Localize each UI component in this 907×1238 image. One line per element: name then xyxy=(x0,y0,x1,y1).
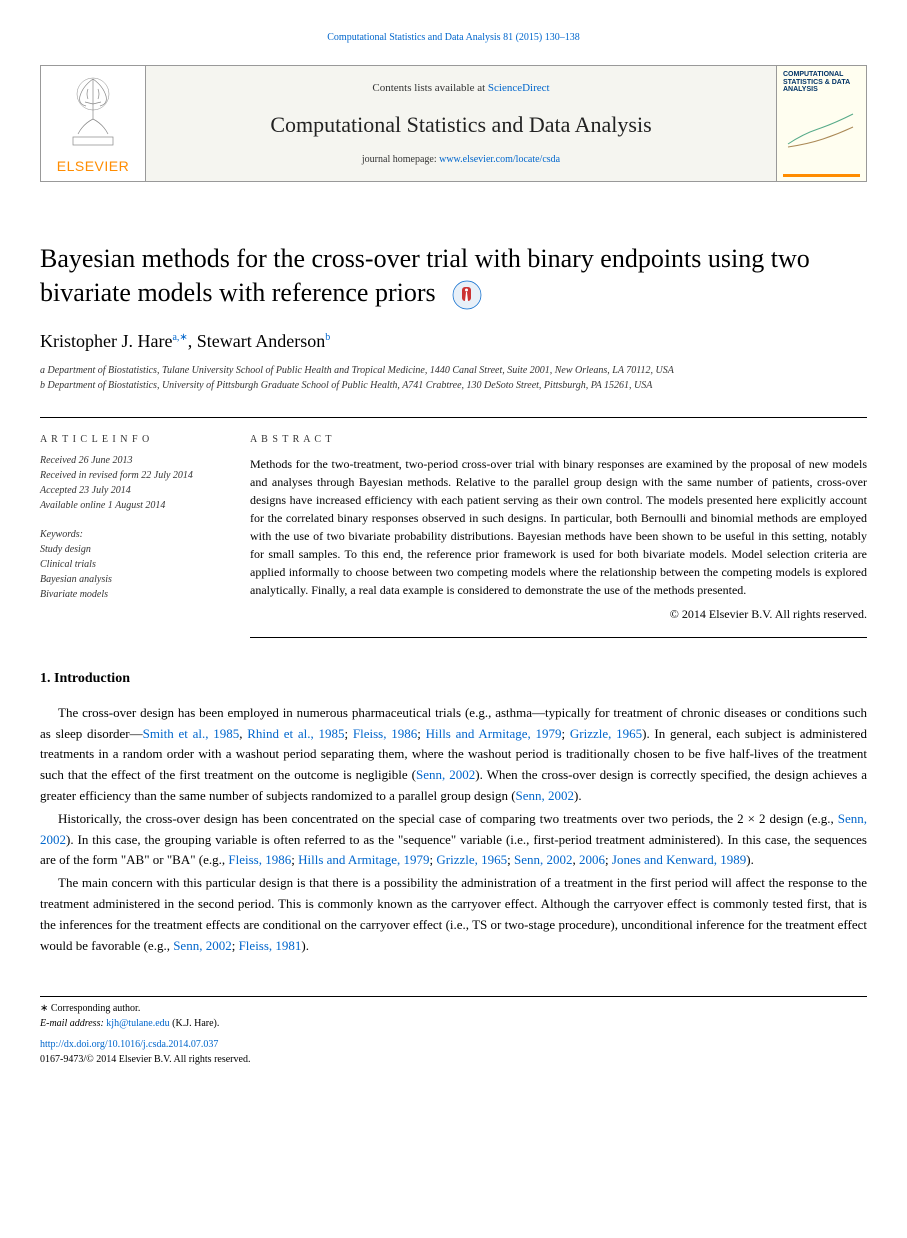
ref-grizzle-1965-b[interactable]: Grizzle, 1965 xyxy=(436,852,507,867)
accepted-date: Accepted 23 July 2014 xyxy=(40,483,220,498)
cover-title: COMPUTATIONAL STATISTICS & DATA ANALYSIS xyxy=(783,71,860,94)
para-2: Historically, the cross-over design has … xyxy=(40,809,867,871)
sciencedirect-link[interactable]: ScienceDirect xyxy=(488,82,550,94)
keywords: Keywords: Study design Clinical trials B… xyxy=(40,527,220,602)
doi-link[interactable]: http://dx.doi.org/10.1016/j.csda.2014.07… xyxy=(40,1039,218,1050)
keyword-4: Bivariate models xyxy=(40,587,220,602)
title-text: Bayesian methods for the cross-over tria… xyxy=(40,244,810,307)
ref-senn-2006[interactable]: 2006 xyxy=(579,852,605,867)
top-citation: Computational Statistics and Data Analys… xyxy=(40,30,867,45)
keyword-1: Study design xyxy=(40,542,220,557)
elsevier-tree-icon xyxy=(41,66,145,156)
corresponding-author: ∗ Corresponding author. xyxy=(40,1001,867,1016)
affiliation-a: a Department of Biostatistics, Tulane Un… xyxy=(40,363,867,378)
ref-rhind-1985[interactable]: Rhind et al., 1985 xyxy=(247,726,344,741)
affiliations: a Department of Biostatistics, Tulane Un… xyxy=(40,363,867,393)
article-info-head: A R T I C L E I N F O xyxy=(40,432,220,447)
contents-line: Contents lists available at ScienceDirec… xyxy=(372,80,549,97)
ref-fleiss-1981[interactable]: Fleiss, 1981 xyxy=(239,938,302,953)
elsevier-logo[interactable]: ELSEVIER xyxy=(41,66,146,181)
ref-fleiss-1986-b[interactable]: Fleiss, 1986 xyxy=(228,852,291,867)
homepage-prefix: journal homepage: xyxy=(362,154,439,165)
abstract: A B S T R A C T Methods for the two-trea… xyxy=(250,432,867,638)
article-history: Received 26 June 2013 Received in revise… xyxy=(40,453,220,513)
ref-grizzle-1965-a[interactable]: Grizzle, 1965 xyxy=(570,726,642,741)
keyword-2: Clinical trials xyxy=(40,557,220,572)
affiliation-b: b Department of Biostatistics, Universit… xyxy=(40,378,867,393)
issn-line: 0167-9473/© 2014 Elsevier B.V. All right… xyxy=(40,1052,867,1067)
journal-cover[interactable]: COMPUTATIONAL STATISTICS & DATA ANALYSIS xyxy=(776,66,866,181)
abstract-body: Methods for the two-treatment, two-perio… xyxy=(250,455,867,599)
page-root: Computational Statistics and Data Analys… xyxy=(0,0,907,1097)
ref-senn-2002-e[interactable]: Senn, 2002 xyxy=(173,938,232,953)
available-date: Available online 1 August 2014 xyxy=(40,498,220,513)
author-1-sup[interactable]: a,∗ xyxy=(172,332,187,343)
article-info: A R T I C L E I N F O Received 26 June 2… xyxy=(40,417,220,638)
author-1: Kristopher J. Hare xyxy=(40,331,172,351)
ref-jones-1989[interactable]: Jones and Kenward, 1989 xyxy=(612,852,746,867)
keyword-3: Bayesian analysis xyxy=(40,572,220,587)
author-2: , Stewart Anderson xyxy=(188,331,325,351)
header-banner: ELSEVIER Contents lists available at Sci… xyxy=(40,65,867,182)
copyright-line: © 2014 Elsevier B.V. All rights reserved… xyxy=(250,605,867,623)
crossmark-icon[interactable] xyxy=(452,280,482,310)
header-center: Contents lists available at ScienceDirec… xyxy=(146,66,776,181)
received-date: Received 26 June 2013 xyxy=(40,453,220,468)
author-2-sup[interactable]: b xyxy=(325,332,330,343)
cover-stripe xyxy=(783,174,860,177)
journal-name: Computational Statistics and Data Analys… xyxy=(270,108,651,141)
ref-senn-2002-b[interactable]: Senn, 2002 xyxy=(516,788,575,803)
homepage-link[interactable]: www.elsevier.com/locate/csda xyxy=(439,154,560,165)
abstract-head: A B S T R A C T xyxy=(250,432,867,447)
ref-hills-1979-a[interactable]: Hills and Armitage, 1979 xyxy=(426,726,562,741)
footer: ∗ Corresponding author. E-mail address: … xyxy=(40,996,867,1067)
authors: Kristopher J. Harea,∗, Stewart Andersonb xyxy=(40,328,867,355)
ref-smith-1985[interactable]: Smith et al., 1985 xyxy=(143,726,240,741)
keywords-head: Keywords: xyxy=(40,527,220,542)
section-1-head: 1. Introduction xyxy=(40,668,867,689)
paper-title: Bayesian methods for the cross-over tria… xyxy=(40,242,867,310)
info-abstract-row: A R T I C L E I N F O Received 26 June 2… xyxy=(40,417,867,638)
para-1: The cross-over design has been employed … xyxy=(40,703,867,807)
elsevier-label: ELSEVIER xyxy=(57,156,129,181)
contents-prefix: Contents lists available at xyxy=(372,82,487,94)
doi-line: http://dx.doi.org/10.1016/j.csda.2014.07… xyxy=(40,1037,867,1052)
email-link[interactable]: kjh@tulane.edu xyxy=(106,1018,169,1029)
homepage-line: journal homepage: www.elsevier.com/locat… xyxy=(362,152,560,167)
ref-fleiss-1986-a[interactable]: Fleiss, 1986 xyxy=(353,726,417,741)
body-text: The cross-over design has been employed … xyxy=(40,703,867,957)
ref-hills-1979-b[interactable]: Hills and Armitage, 1979 xyxy=(298,852,429,867)
email-line: E-mail address: kjh@tulane.edu (K.J. Har… xyxy=(40,1016,867,1031)
ref-senn-2002-d[interactable]: Senn, 2002 xyxy=(514,852,573,867)
para-3: The main concern with this particular de… xyxy=(40,873,867,956)
revised-date: Received in revised form 22 July 2014 xyxy=(40,468,220,483)
ref-senn-2002-a[interactable]: Senn, 2002 xyxy=(416,767,475,782)
